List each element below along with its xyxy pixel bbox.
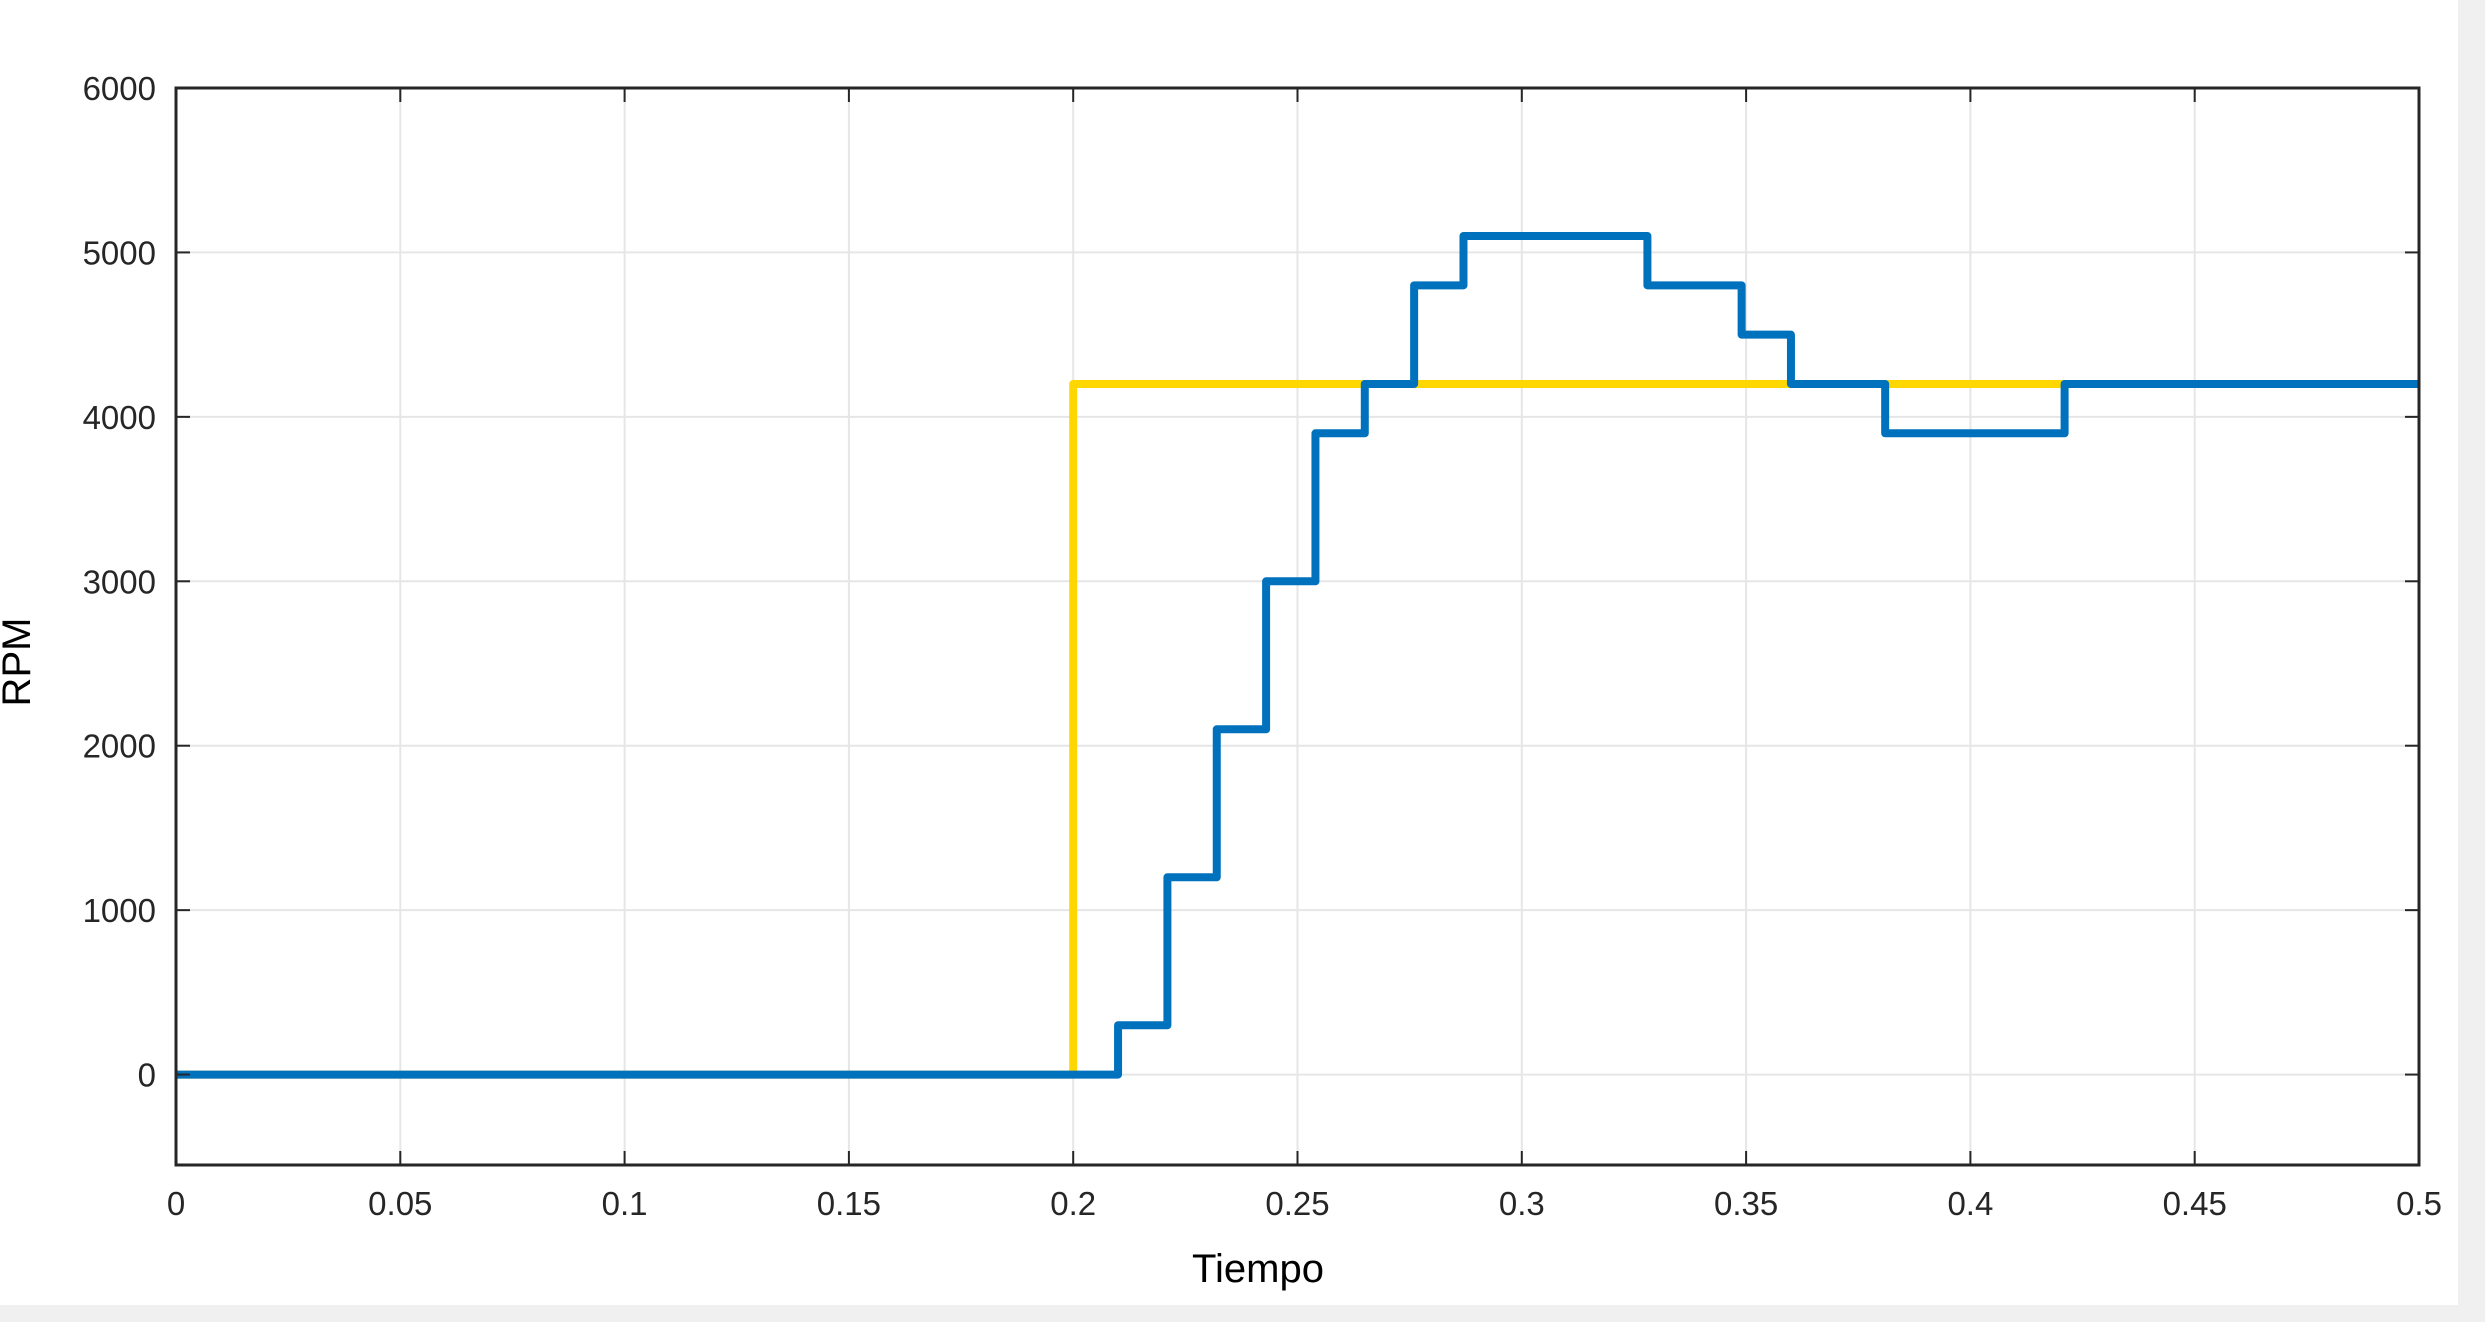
x-tick-label: 0.45 — [2163, 1185, 2227, 1222]
y-tick-label: 1000 — [83, 892, 156, 929]
y-tick-label: 3000 — [83, 563, 156, 600]
x-tick-label: 0 — [167, 1185, 185, 1222]
y-tick-label: 6000 — [83, 70, 156, 107]
x-tick-label: 0.15 — [817, 1185, 881, 1222]
x-tick-label: 0.05 — [368, 1185, 432, 1222]
x-tick-label: 0.1 — [602, 1185, 648, 1222]
x-axis-title: Tiempo — [1192, 1247, 1324, 1291]
ticks — [175, 87, 2420, 1165]
x-tick-label: 0.2 — [1050, 1185, 1096, 1222]
y-tick-label: 4000 — [83, 399, 156, 436]
x-tick-label: 0.5 — [2396, 1185, 2442, 1222]
figure-footer-band — [0, 1305, 2485, 1322]
figure-right-band — [2458, 0, 2485, 1322]
x-tick-label: 0.4 — [1947, 1185, 1993, 1222]
y-tick-label: 5000 — [83, 234, 156, 271]
y-axis-title: RPM — [0, 618, 39, 707]
tick-labels: 0 0.05 0.1 0.15 0.2 0.25 0.3 0.35 0.4 0.45 0.5 0 100… — [83, 70, 2442, 1222]
series-line-2 — [176, 231, 2419, 1079]
series-layer — [176, 231, 2419, 1079]
y-tick-label: 0 — [138, 1057, 156, 1094]
x-tick-label: 0.25 — [1265, 1185, 1329, 1222]
x-tick-label: 0.35 — [1714, 1185, 1778, 1222]
y-tick-label: 2000 — [83, 728, 156, 765]
x-tick-label: 0.3 — [1499, 1185, 1545, 1222]
